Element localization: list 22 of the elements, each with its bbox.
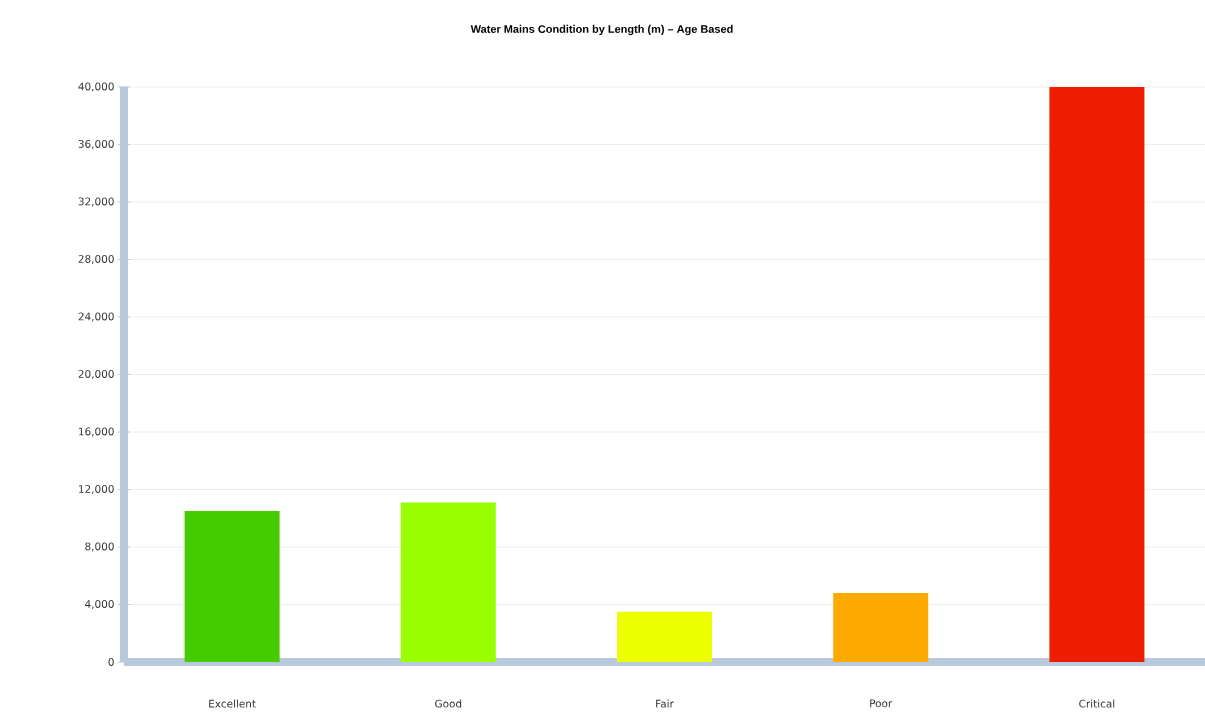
y-tick-label: 28,000 [78, 254, 114, 264]
y-tick-label: 12,000 [79, 484, 114, 494]
bar [833, 592, 929, 662]
y-tick-label: 32,000 [78, 197, 114, 207]
x-tick-label: Excellent [209, 699, 256, 708]
chart-title: Water Mains Condition by Length (m) – Age Based [470, 24, 733, 36]
y-tick-label: 20,000 [78, 369, 114, 379]
y-tick-label: 4,000 [85, 599, 114, 609]
x-tick-label: Poor [870, 699, 893, 708]
bar [184, 511, 280, 662]
x-tick-label: Good [435, 699, 462, 708]
y-tick-label: 0 [108, 658, 114, 666]
bar [617, 611, 713, 662]
x-tick-label: Critical [1079, 699, 1115, 708]
y-tick-label: 24,000 [78, 312, 114, 322]
bar [1049, 86, 1145, 662]
y-tick-label: 16,000 [79, 427, 114, 437]
x-tick-label: Fair [656, 699, 674, 708]
y-tick-label: 8,000 [85, 542, 114, 552]
y-tick-label: 36,000 [78, 139, 114, 149]
bar [400, 502, 496, 662]
y-tick-label: 40,000 [78, 82, 114, 92]
